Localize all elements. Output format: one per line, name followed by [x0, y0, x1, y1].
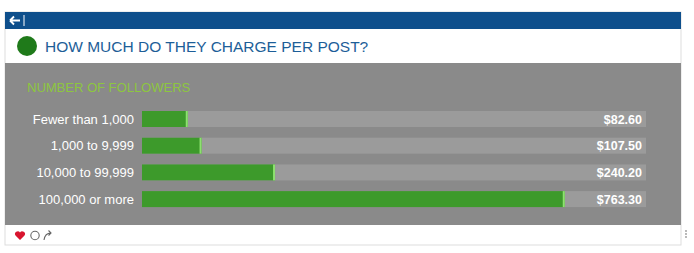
bar: [142, 191, 565, 207]
bars: [142, 111, 565, 207]
bar-group: [142, 191, 565, 207]
bar-edge: [200, 138, 202, 154]
bar-edge: [563, 191, 565, 207]
bar-group: [142, 111, 188, 127]
bar-tracks: [142, 111, 646, 207]
bar: [142, 138, 202, 154]
top-bar: [5, 12, 681, 29]
menu-dot: [685, 233, 687, 235]
bar-edge: [186, 111, 188, 127]
subtitle: NUMBER OF FOLLOWERS: [27, 80, 191, 95]
bar-group: [142, 164, 275, 180]
bar-track: [142, 191, 646, 207]
category-label: 100,000 or more: [39, 192, 134, 207]
back-arrow: [10, 17, 20, 25]
action-icons: [15, 231, 51, 241]
bar-track: [142, 138, 646, 154]
bar: [142, 111, 188, 127]
bar-edge: [273, 164, 275, 180]
data-label: $240.20: [597, 166, 642, 180]
heart-icon[interactable]: [15, 231, 25, 240]
bar-track: [142, 111, 646, 127]
bar-group: [142, 138, 202, 154]
back-divider: [24, 15, 25, 26]
comment-icon[interactable]: [31, 231, 39, 239]
avatar: [17, 36, 37, 56]
menu-dots[interactable]: [685, 230, 687, 238]
category-label: 10,000 to 99,999: [36, 165, 134, 180]
page: {"chart_data": {"type": "bar", "orientat…: [0, 0, 694, 253]
title: HOW MUCH DO THEY CHARGE PER POST?: [45, 38, 369, 55]
menu-dot: [685, 236, 687, 238]
bar-track: [142, 164, 646, 180]
category-label: Fewer than 1,000: [33, 112, 134, 127]
back-icon[interactable]: [10, 15, 24, 26]
chart-root: HOW MUCH DO THEY CHARGE PER POST? NUMBER …: [0, 0, 694, 253]
bar: [142, 164, 275, 180]
data-label: $107.50: [597, 139, 642, 153]
card: [5, 12, 681, 245]
data-label: $763.30: [597, 193, 642, 207]
menu-dot: [685, 230, 687, 232]
data-label: $82.60: [604, 113, 642, 127]
category-label: 1,000 to 9,999: [51, 138, 134, 153]
chart-svg: HOW MUCH DO THEY CHARGE PER POST? NUMBER …: [0, 0, 694, 253]
labels: Fewer than 1,000 $82.60 1,000 to 9,999 $107…: [33, 112, 642, 207]
panel: [5, 63, 681, 225]
share-icon[interactable]: [44, 231, 51, 241]
